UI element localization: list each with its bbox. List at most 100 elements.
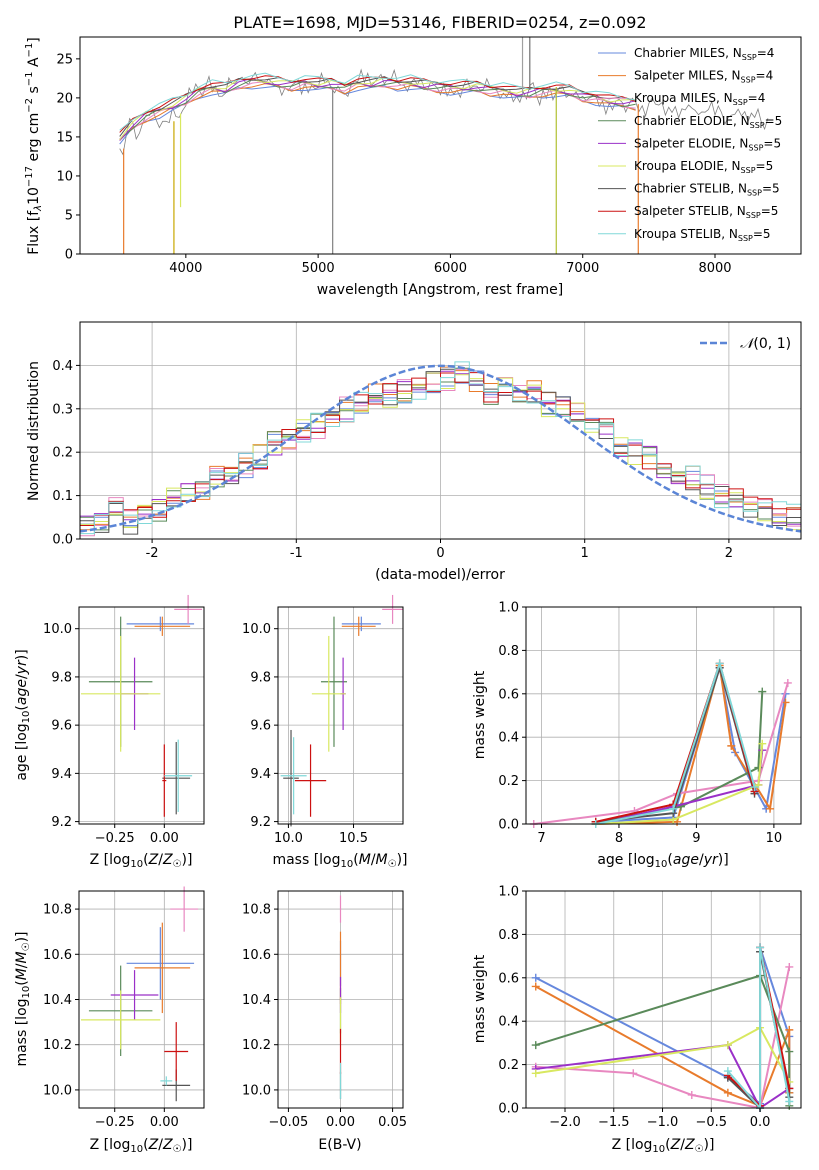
age-vs-mass-x-tick-label: 10.5 xyxy=(339,831,368,846)
age-vs-Z-y-tick-label: 9.4 xyxy=(51,767,72,782)
model-spectrum-line xyxy=(119,72,636,131)
error-bar-point xyxy=(126,616,195,632)
residuals-x-tick-label: 2 xyxy=(725,546,733,561)
residual-histogram-step xyxy=(80,370,801,525)
spectrum-y-label-k: ] xyxy=(26,37,42,42)
mass-weight-vs-Z-x-tick-label: −2.0 xyxy=(549,1115,581,1130)
mass-weight-vs-Z-axes-frame xyxy=(525,890,802,1109)
mass-weight-marker xyxy=(785,962,794,971)
mass-weight-vs-age-x-tick-label: 8 xyxy=(615,831,623,846)
mass-vs-EBV-y-tick-label: 10.8 xyxy=(242,903,271,918)
residuals-legend: 𝒩(0, 1) xyxy=(700,336,791,352)
spectrum-y-tick-label: 20 xyxy=(56,91,73,106)
error-bar-point xyxy=(280,737,307,815)
mass-weight-vs-age-y-tick-label: 0.0 xyxy=(498,818,519,833)
model-spectrum-line xyxy=(119,81,636,140)
mass-weight-marker xyxy=(785,1097,794,1106)
spectrum-y-tick-label: 10 xyxy=(56,169,73,184)
residuals-panel: -2 -1 0 1 2 0.0 0.1 0.2 0.3 0.4 (data-model)/erro… xyxy=(26,321,802,583)
legend-entry-label: Salpeter ELODIE, NSSP=5 xyxy=(634,136,781,152)
spectrum-y-label: Flux [fλ10−17 erg cm−2 s−1 A−1] xyxy=(24,37,44,255)
residuals-y-tick-label: 0.4 xyxy=(52,359,73,374)
spectrum-y-tick-label: 15 xyxy=(56,130,73,145)
legend-entry-label: Chabrier ELODIE, NSSP=5 xyxy=(634,114,782,130)
residuals-x-tick-label: -2 xyxy=(146,546,159,561)
spectrum-y-label-a: Flux [f xyxy=(26,210,42,255)
mass-vs-Z-x-label: Z [log10(Z/Z☉)] xyxy=(90,1137,193,1155)
age-vs-mass-panel: 10.0 10.5 9.2 9.4 9.6 9.8 10.0 mass [log10(M/M… xyxy=(242,594,408,870)
error-bar-point xyxy=(341,616,381,632)
mass-vs-Z-y-tick-label: 10.0 xyxy=(43,1083,72,1098)
mass-weight-vs-Z-y-tick-label: 0.6 xyxy=(498,971,519,986)
mass-weight-vs-age-x-tick-label: 10 xyxy=(766,831,783,846)
spectrum-x-tick-label: 8000 xyxy=(698,261,731,276)
normal-reference-curve xyxy=(79,364,802,533)
mass-weight-vs-Z-panel: −2.0 −1.5 −1.0 −0.5 0.0 0.0 0.2 0.4 0.6 0.8 1.0 Z … xyxy=(472,885,802,1155)
mass-weight-vs-Z-x-label: Z [log10(Z/Z☉)] xyxy=(612,1137,715,1155)
mass-weight-marker xyxy=(629,1069,638,1078)
model-spectrum-line xyxy=(119,75,636,133)
mass-weight-vs-Z-y-tick-label: 1.0 xyxy=(498,885,519,900)
mass-weight-vs-age-y-tick-label: 0.4 xyxy=(498,731,519,746)
mass-weight-marker xyxy=(669,804,678,813)
mass-weight-marker xyxy=(727,741,736,750)
mass-vs-EBV-x-tick-label: 0.05 xyxy=(378,1115,407,1130)
mass-weight-vs-Z-y-tick-label: 0.2 xyxy=(498,1058,519,1073)
mass-weight-marker xyxy=(723,1067,732,1076)
residual-histogram-step xyxy=(80,361,801,535)
error-bar-point xyxy=(294,744,327,817)
error-bar-point xyxy=(110,970,159,1020)
spectrum-y-label-i: A xyxy=(26,57,42,71)
error-bar-point xyxy=(80,990,161,1050)
spectrum-x-label: wavelength [Angstrom, rest frame] xyxy=(317,282,563,298)
mass-weight-line xyxy=(595,667,787,823)
age-vs-Z-y-label: age [log10(age/yr)] xyxy=(14,649,32,780)
mass-vs-Z-x-tick-label: 0.00 xyxy=(150,1115,179,1130)
mass-weight-vs-age-x-label: age [log10(age/yr)] xyxy=(597,852,728,870)
mass-vs-EBV-x-tick-label: 0.00 xyxy=(326,1115,355,1130)
mass-weight-vs-age-y-tick-label: 0.8 xyxy=(498,644,519,659)
mass-weight-vs-age-y-label: mass weight xyxy=(472,670,488,759)
age-vs-Z-x-tick-label: 0.00 xyxy=(150,831,179,846)
legend-entry-label: Kroupa ELODIE, NSSP=5 xyxy=(634,159,773,175)
age-vs-Z-y-tick-label: 10.0 xyxy=(43,622,72,637)
error-bar-point xyxy=(162,742,191,815)
spectrum-y-label-d: −17 xyxy=(24,166,35,187)
mass-weight-marker xyxy=(758,687,767,696)
mass-weight-marker xyxy=(531,1069,540,1078)
mass-weight-line xyxy=(727,947,791,1111)
mass-weight-vs-age-y-tick-label: 0.2 xyxy=(498,774,519,789)
mass-weight-vs-age-y-tick-label: 1.0 xyxy=(498,601,519,616)
age-vs-Z-panel: −0.25 0.00 9.2 9.4 9.6 9.8 10.0 Z [log10(Z/Z☉)… xyxy=(14,594,205,870)
age-vs-Z-x-label: Z [log10(Z/Z☉)] xyxy=(90,852,193,870)
mass-weight-vs-Z-y-tick-label: 0.8 xyxy=(498,928,519,943)
residuals-x-label: (data-model)/error xyxy=(375,567,505,583)
residuals-legend-label-b: (0, 1) xyxy=(753,336,791,352)
mass-weight-vs-age-x-tick-label: 7 xyxy=(537,831,545,846)
residuals-x-tick-label: -1 xyxy=(290,546,303,561)
mass-weight-marker xyxy=(715,659,724,668)
spectrum-y-label-h: −1 xyxy=(24,71,35,86)
mass-vs-EBV-x-tick-label: −0.05 xyxy=(268,1115,308,1130)
spectrum-panel: 4000 5000 6000 7000 8000 0 5 10 15 20 25 wavelengt… xyxy=(24,36,802,298)
mass-weight-vs-age-axes-frame xyxy=(525,606,802,825)
residual-histogram-step xyxy=(80,368,801,535)
spectrum-y-tick-label: 25 xyxy=(56,52,73,67)
mass-vs-EBV-y-tick-label: 10.0 xyxy=(242,1083,271,1098)
age-vs-mass-y-tick-label: 9.4 xyxy=(250,767,271,782)
mass-weight-line xyxy=(595,743,764,825)
spectrum-y-label-c: 10 xyxy=(26,187,42,205)
model-spectrum-line xyxy=(119,85,636,145)
error-bar-point xyxy=(382,594,403,624)
error-bar-point xyxy=(164,739,193,812)
error-bar-point xyxy=(162,744,167,817)
residuals-x-tick-label: 0 xyxy=(436,546,444,561)
spectrum-y-label-f: −2 xyxy=(24,98,35,113)
mass-weight-marker xyxy=(750,783,759,792)
mass-vs-EBV-y-tick-label: 10.6 xyxy=(242,948,271,963)
mass-vs-Z-x-tick-label: −0.25 xyxy=(95,1115,135,1130)
error-bar-point xyxy=(283,729,299,827)
spectrum-axes-frame xyxy=(79,36,802,255)
error-bar-point xyxy=(80,635,161,752)
